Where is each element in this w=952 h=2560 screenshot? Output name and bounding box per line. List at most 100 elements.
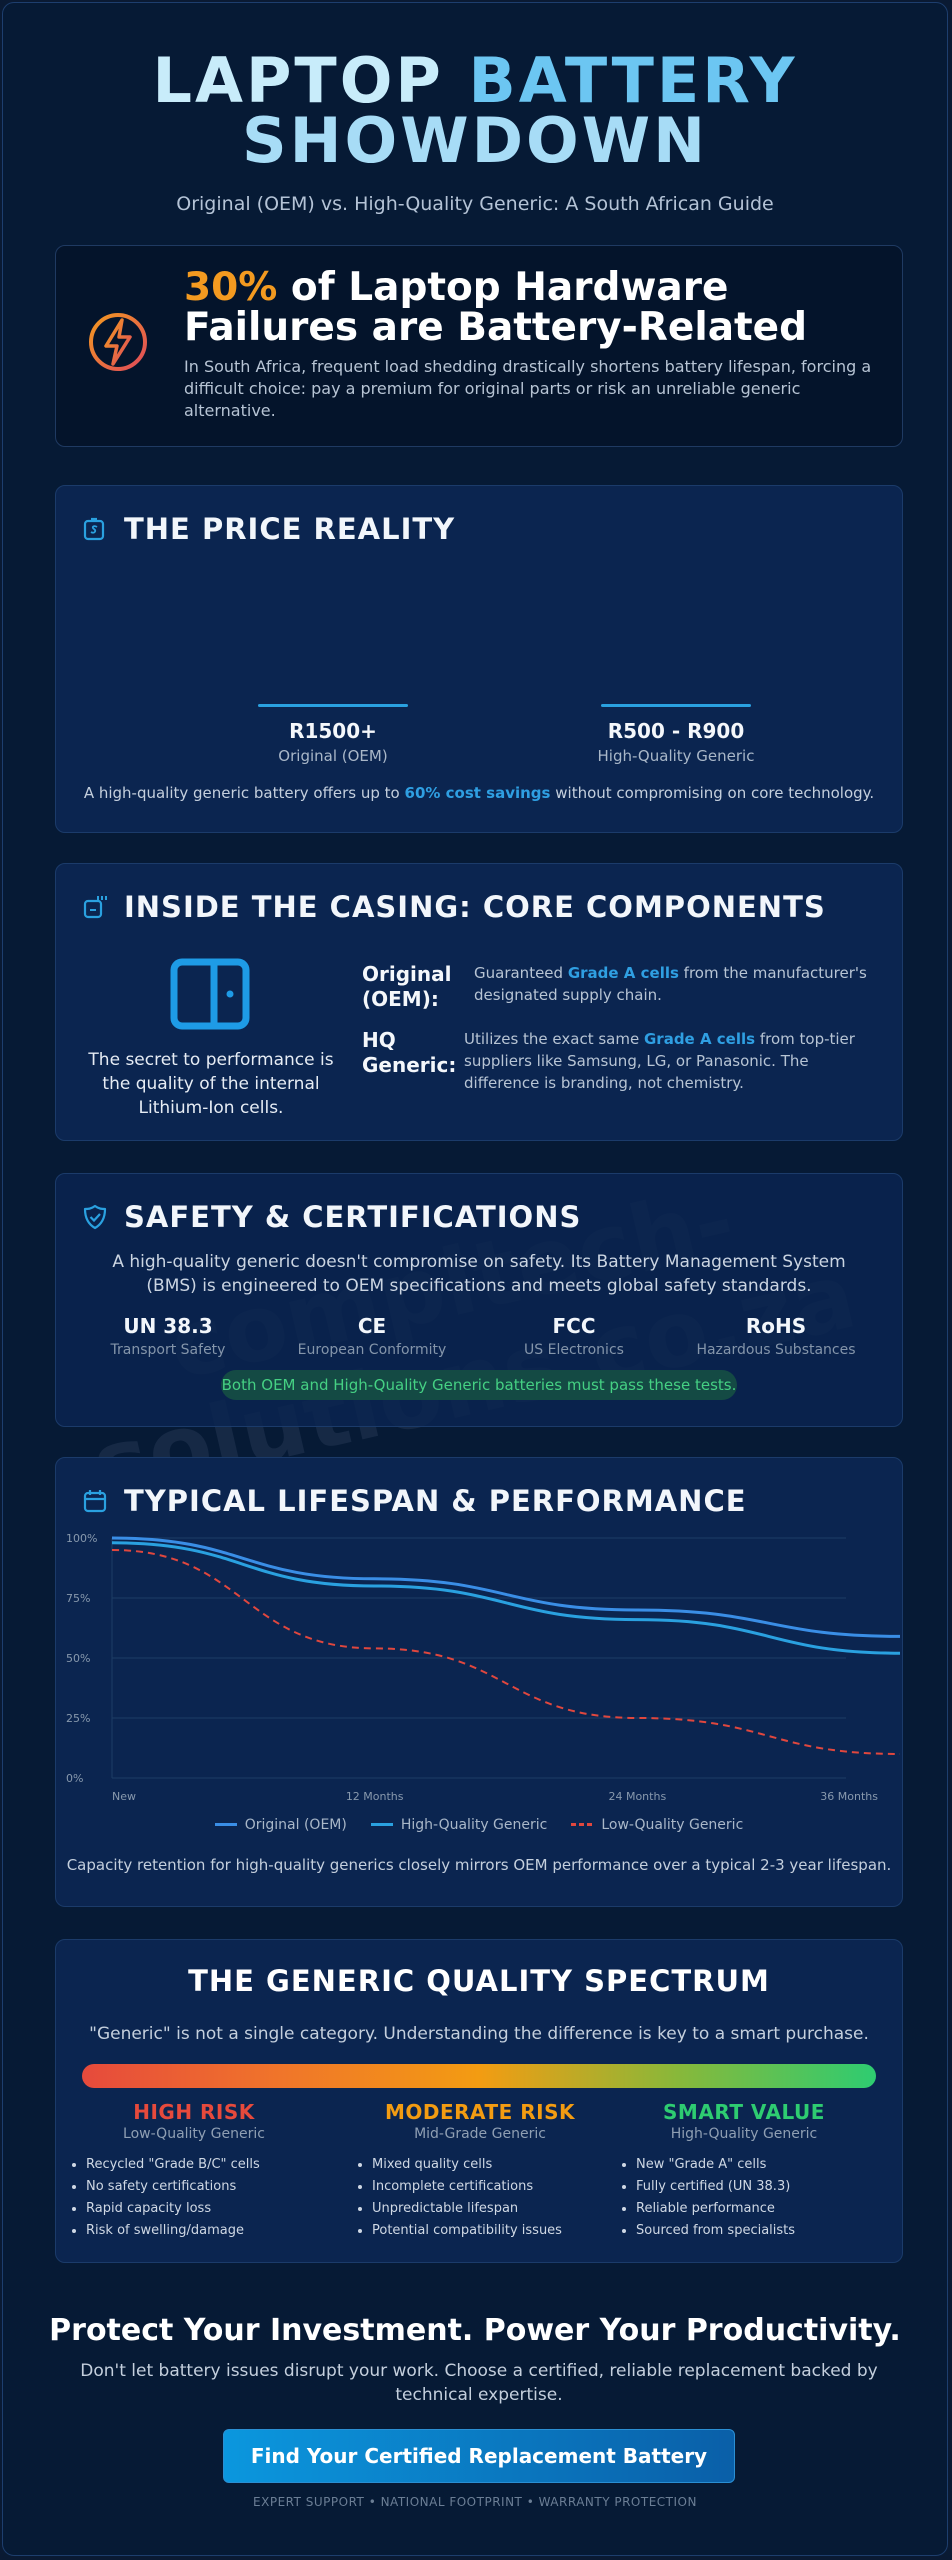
y-tick-label: 100% [66,1532,97,1545]
component-desc-generic-pre: Utilizes the exact same [464,1030,644,1048]
hero: LAPTOP BATTERY SHOWDOWN Original (OEM) v… [3,3,947,216]
chart-legend: Original (OEM) High-Quality Generic Low-Qu… [56,1814,902,1833]
tier-list-item: Rapid capacity loss [86,2198,324,2220]
tier-list-item: Unpredictable lifespan [372,2198,610,2220]
safety-intro: A high-quality generic doesn't compromis… [112,1252,846,1296]
x-tick-label: 12 Months [346,1790,404,1803]
tier-list: New "Grade A" cellsFully certified (UN 3… [614,2154,874,2242]
component-row-oem: Original (OEM): Guaranteed Grade A cells… [362,962,882,1014]
shield-check-icon [83,1204,107,1230]
page-title: LAPTOP BATTERY SHOWDOWN [3,50,947,177]
price-note-post: without compromising on core technology. [550,784,875,802]
price-bar-oem [258,704,408,707]
stat-percent: 30% [184,265,278,310]
lifespan-card: TYPICAL LIFESPAN & PERFORMANCE 100% 75% 50… [55,1457,903,1907]
tier-list-item: Incomplete certifications [372,2176,610,2198]
battery-cell-icon [170,958,250,1030]
tier-subtitle: High-Quality Generic [670,2126,818,2142]
price-label-generic: High-Quality Generic [597,747,755,765]
tier-subtitle: Mid-Grade Generic [414,2126,546,2142]
tier-name: HIGH RISK [133,2100,255,2124]
component-desc-generic: Utilizes the exact same Grade A cells fr… [464,1028,884,1094]
chip-icon [83,896,107,919]
stat-headline: 30% of Laptop Hardware Failures are Batt… [184,268,874,348]
x-tick-label: 24 Months [608,1790,666,1803]
price-bar-generic [601,704,751,707]
cert-desc: US Electronics [524,1342,624,1358]
stat-headline-text: of Laptop Hardware Failures are Battery-… [184,265,808,350]
component-desc-oem: Guaranteed Grade A cells from the manufa… [474,962,874,1006]
cert-desc: Hazardous Substances [696,1342,856,1358]
spectrum-tier-moderate-risk: MODERATE RISK Mid-Grade Generic Mixed qual… [350,2100,610,2242]
components-heading: INSIDE THE CASING: CORE COMPONENTS [82,890,826,924]
price-option-generic: R500 - R900 High-Quality Generic [576,704,776,765]
legend-swatch [370,1823,393,1826]
legend-label: High-Quality Generic [400,1816,548,1833]
calendar-icon [83,1490,107,1513]
tier-subtitle: Low-Quality Generic [123,2126,265,2142]
safety-heading-text: SAFETY & CERTIFICATIONS [124,1200,582,1234]
spectrum-card: THE GENERIC QUALITY SPECTRUM "Generic" i… [55,1939,903,2263]
legend-item: Original (OEM) [214,1816,347,1833]
title-word-showdown: SHOWDOWN [241,104,709,177]
tier-name: SMART VALUE [663,2100,825,2124]
cta-title: Protect Your Investment. Power Your Prod… [49,2313,901,2348]
price-heading: THE PRICE REALITY [82,512,455,546]
lifespan-chart: 100% 75% 50% 25% 0% New 12 Months 24 Months 36 M… [66,1532,901,1803]
tier-list-item: Potential compatibility issues [372,2220,610,2242]
y-tick-label: 25% [66,1712,90,1725]
cert-name: FCC [552,1314,596,1338]
legend-item: High-Quality Generic [370,1816,548,1833]
safety-card: SAFETY & CERTIFICATIONS A high-quality g… [55,1173,903,1427]
component-highlight-oem: Grade A cells [567,964,679,982]
lifespan-caption: Capacity retention for high-quality gene… [66,1856,892,1874]
tier-list-item: Recycled "Grade B/C" cells [86,2154,324,2176]
series-line-original-oem- [111,1536,901,1638]
find-battery-button[interactable]: Find Your Certified Replacement Battery [223,2429,735,2483]
safety-heading: SAFETY & CERTIFICATIONS [82,1200,581,1234]
component-key-oem: Original (OEM): [362,962,452,1011]
lightning-bolt-icon [89,313,147,371]
cert-desc: European Conformity [297,1342,447,1358]
cert-ce: CE European Conformity [282,1314,462,1358]
price-card: THE PRICE REALITY R1500+ Original (OEM) … [55,485,903,833]
cert-name: CE [357,1314,387,1338]
series-line-high-quality-generic [111,1541,901,1655]
tier-list-item: Mixed quality cells [372,2154,610,2176]
spectrum-tier-high-risk: HIGH RISK Low-Quality Generic Recycled "Gr… [64,2100,324,2242]
series-line-low-quality-generic [111,1549,901,1755]
components-card: INSIDE THE CASING: CORE COMPONENTS The s… [55,863,903,1141]
spectrum-tier-smart-value: SMART VALUE High-Quality Generic New "Grad… [614,2100,874,2242]
tier-list-item: New "Grade A" cells [636,2154,874,2176]
title-word-battery: BATTERY [468,44,798,117]
price-value-generic: R500 - R900 [607,719,745,743]
price-label-oem: Original (OEM) [278,747,388,765]
tier-list-item: Reliable performance [636,2198,874,2220]
legend-label: Original (OEM) [244,1816,347,1833]
legend-swatch [214,1823,237,1826]
tier-list: Mixed quality cellsIncomplete certificat… [350,2154,610,2242]
legend-item: Low-Quality Generic [571,1817,743,1833]
cta-footer: EXPERT SUPPORT • NATIONAL FOOTPRINT • WA… [253,2495,697,2509]
price-heading-text: THE PRICE REALITY [124,512,456,546]
cert-fcc: FCC US Electronics [484,1314,664,1358]
x-tick-label: 36 Months [820,1790,878,1803]
tier-list-item: Sourced from specialists [636,2220,874,2242]
spectrum-intro: "Generic" is not a single category. Unde… [89,2024,869,2044]
tier-name: MODERATE RISK [384,2100,575,2124]
cert-name: UN 38.3 [123,1314,213,1338]
cert-name: RoHS [745,1314,807,1338]
risk-gradient-bar [82,2064,876,2088]
cert-requirement-badge: Both OEM and High-Quality Generic batter… [221,1370,737,1400]
price-tag-icon [83,517,105,541]
legend-swatch [571,1823,594,1826]
cert-desc: Transport Safety [110,1342,226,1358]
stat-description: In South Africa, frequent load shedding … [184,357,872,420]
components-heading-text: INSIDE THE CASING: CORE COMPONENTS [124,890,826,924]
cta-subtitle: Don't let battery issues disrupt your wo… [80,2361,878,2405]
price-note-highlight: 60% cost savings [404,784,551,802]
component-desc-oem-post: from the manufacturer's designated suppl… [474,964,867,1004]
title-word-laptop: LAPTOP [152,44,444,117]
component-highlight-generic: Grade A cells [643,1030,756,1048]
